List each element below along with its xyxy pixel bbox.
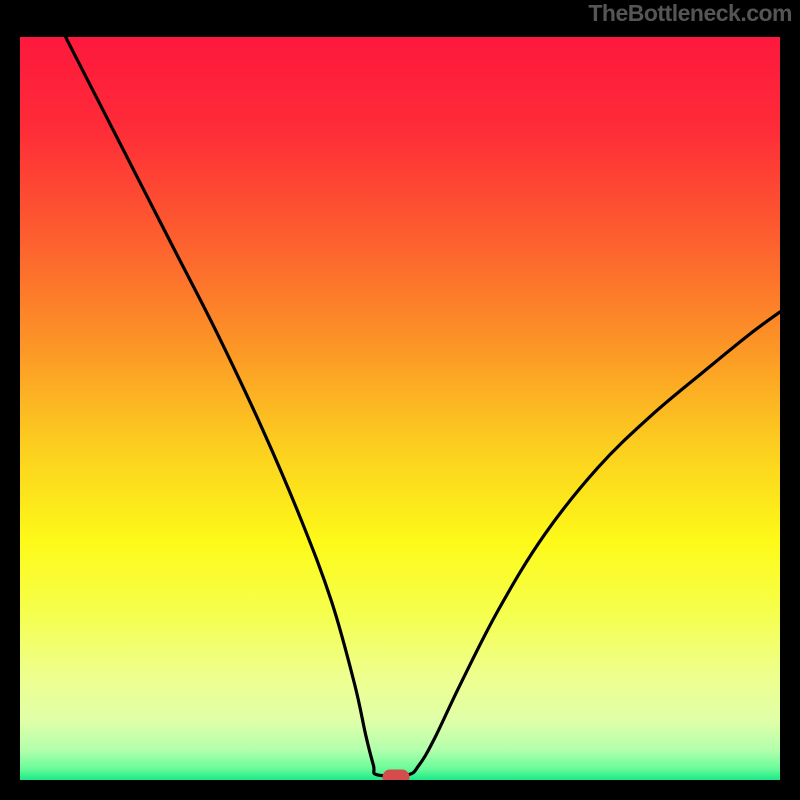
watermark-text: TheBottleneck.com — [588, 0, 792, 27]
plot-frame — [8, 25, 792, 792]
